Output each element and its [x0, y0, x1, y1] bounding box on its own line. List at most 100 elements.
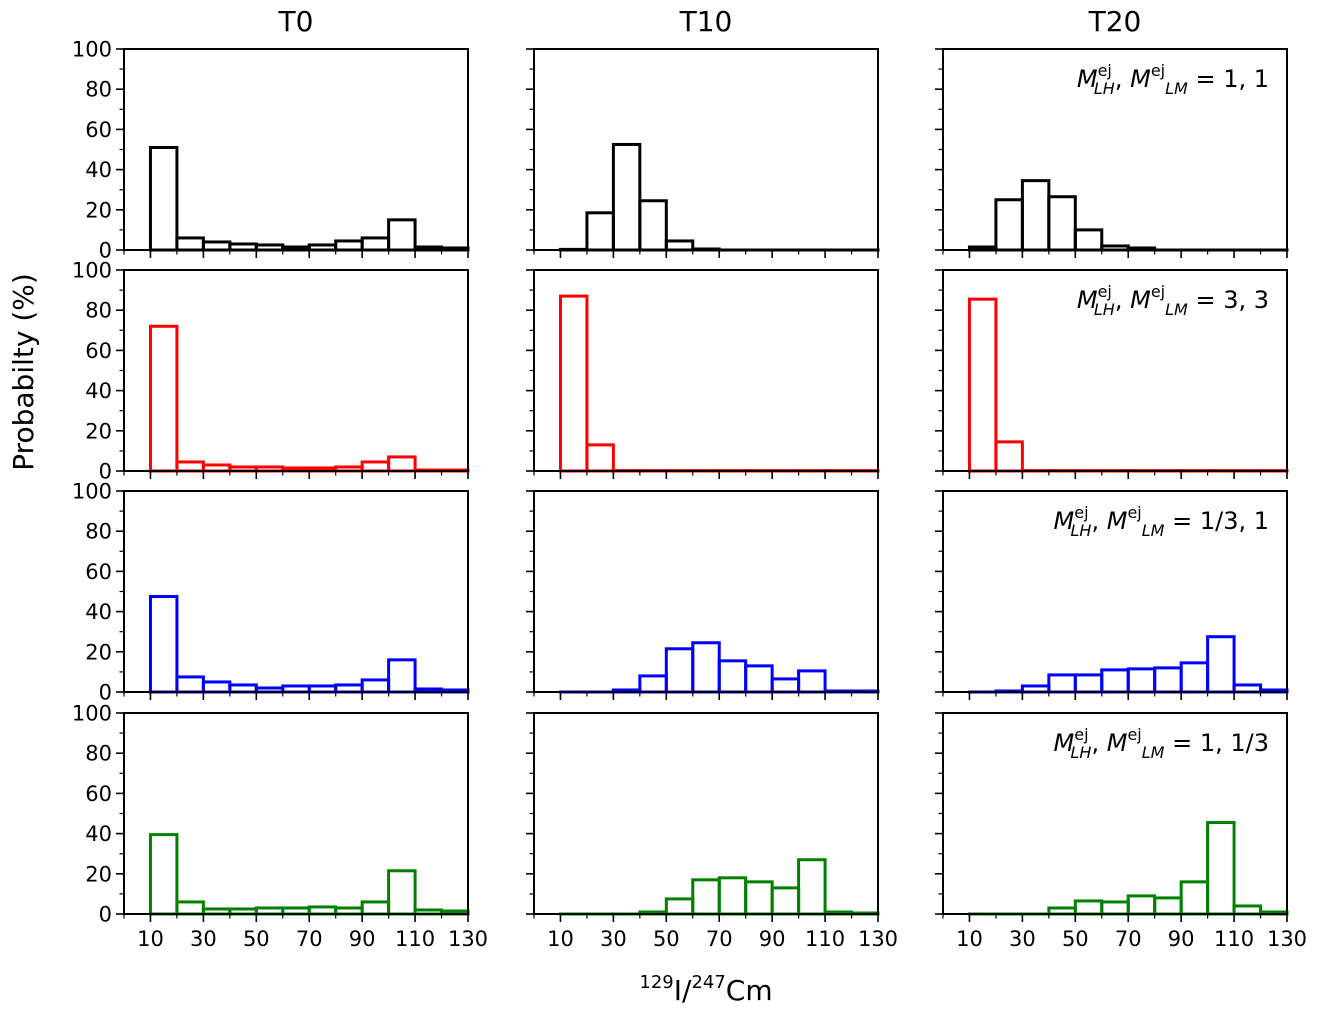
bar-50-60 [664, 897, 695, 916]
annotation-part: ej [1151, 61, 1165, 80]
x-tick-label: 50 [653, 927, 680, 951]
x-axis-label-part: 247 [691, 972, 725, 993]
panel-r2-t10 [526, 269, 880, 479]
annotation-part: , [1115, 286, 1130, 314]
bar-90-100 [360, 900, 391, 916]
bar-100-110 [797, 858, 827, 916]
bar-90-100 [1179, 661, 1210, 694]
bar-10-20 [967, 297, 998, 473]
y-tick-label: 80 [85, 742, 112, 766]
y-tick-label: 60 [85, 782, 112, 806]
y-tick-label: 100 [72, 480, 112, 504]
x-tick-label: 10 [956, 927, 983, 951]
x-tick-label: 10 [547, 927, 574, 951]
bar-40-50 [1047, 195, 1077, 252]
bar-110-120 [1232, 904, 1263, 916]
bar-90-100 [770, 677, 801, 694]
y-tick-label: 0 [99, 681, 112, 705]
bar-40-50 [1047, 673, 1077, 694]
y-tick-label: 60 [85, 339, 112, 363]
annotation-part: LH [1094, 79, 1115, 98]
annotation-part: LH [1071, 743, 1092, 762]
panel-r3-t0: 0 20 40 60 80 100 [72, 480, 470, 705]
bar-90-100 [360, 678, 391, 694]
annotation-part: M [1130, 286, 1151, 314]
x-axis-label: 129I/247Cm [639, 972, 772, 1007]
bar-80-90 [744, 664, 774, 694]
y-tick-label: 40 [85, 158, 112, 182]
panel-r2-t0: 0 20 40 60 80 100 [72, 259, 470, 484]
annotation-part: ej [1074, 725, 1088, 744]
bar-70-80 [717, 876, 748, 916]
y-tick-label: 40 [85, 600, 112, 624]
annotation-part: ej [1098, 282, 1112, 301]
panel-r4-t0: 0 20 40 60 80 100 10 30 50 70 90 110 130 [72, 702, 488, 952]
panel-r4-t20: 10 30 50 70 90 110 130 [935, 712, 1307, 951]
bar-40-50 [638, 674, 668, 694]
y-tick-label: 100 [72, 259, 112, 283]
bar-80-90 [1153, 666, 1183, 694]
bar-90-100 [360, 236, 391, 252]
x-tick-label: 30 [190, 927, 217, 951]
bar-20-30 [585, 211, 615, 252]
annotation-part: LM [1165, 300, 1188, 319]
x-tick-label: 130 [1267, 927, 1307, 951]
y-tick-label: 40 [85, 379, 112, 403]
panel-r1-t10 [526, 48, 880, 258]
annotation-part: ej [1127, 725, 1141, 744]
x-axis-label-part: Cm [726, 974, 773, 1007]
x-tick-label: 70 [706, 927, 733, 951]
bar-70-80 [717, 659, 748, 694]
bar-50-60 [1073, 899, 1104, 916]
x-axis-label-part: I/ [674, 974, 692, 1007]
annotation-part: M [1054, 729, 1075, 757]
annotation-part: LH [1094, 300, 1115, 319]
annotation-part: M [1107, 507, 1128, 535]
x-tick-label: 70 [296, 927, 323, 951]
y-tick-label: 20 [85, 198, 112, 222]
panel-r2-t20 [935, 269, 1289, 479]
annotation-part: M [1107, 729, 1128, 757]
bar-80-90 [1153, 896, 1183, 916]
axes-frame [533, 490, 879, 693]
x-tick-label: 30 [1009, 927, 1036, 951]
bar-30-40 [611, 142, 642, 252]
panel-r1-t20 [935, 48, 1289, 258]
x-tick-label: 130 [448, 927, 488, 951]
y-tick-label: 0 [99, 903, 112, 927]
bar-10-20 [148, 324, 179, 473]
bar-70-80 [1126, 667, 1157, 694]
bar-10-20 [148, 833, 179, 916]
panel-annotation: Mej LH, MejLM = 1, 1/3 [1054, 725, 1270, 762]
annotation-part: = 1, 1/3 [1164, 729, 1269, 757]
bar-100-110 [1206, 821, 1236, 916]
bar-40-50 [638, 199, 668, 252]
x-axis-label-part: 129 [639, 972, 673, 993]
annotation-part: ej [1151, 282, 1165, 301]
annotation-part: LM [1142, 743, 1165, 762]
bar-100-110 [387, 658, 417, 694]
y-tick-label: 100 [72, 38, 112, 62]
bar-80-90 [334, 683, 364, 694]
panel-annotation: Mej LH, MejLM = 1, 1 [1077, 61, 1269, 98]
panel-r4-t10: 10 30 50 70 90 110 130 [526, 712, 898, 951]
y-tick-label: 100 [72, 702, 112, 726]
y-tick-label: 80 [85, 78, 112, 102]
bar-50-60 [1073, 228, 1104, 252]
bar-40-50 [228, 683, 258, 694]
bar-90-100 [1179, 880, 1210, 916]
y-tick-label: 20 [85, 419, 112, 443]
y-axis-label: Probabilty (%) [7, 273, 40, 471]
bar-20-30 [175, 675, 205, 694]
bar-100-110 [387, 869, 417, 916]
bar-100-110 [1206, 635, 1236, 694]
y-tick-label: 60 [85, 118, 112, 142]
annotation-part: M [1077, 286, 1098, 314]
x-tick-label: 90 [759, 927, 786, 951]
y-tick-label: 0 [99, 460, 112, 484]
annotation-part: , [1091, 729, 1106, 757]
annotation-part: ej [1098, 61, 1112, 80]
bar-50-60 [1073, 673, 1104, 694]
bar-90-100 [360, 460, 391, 473]
